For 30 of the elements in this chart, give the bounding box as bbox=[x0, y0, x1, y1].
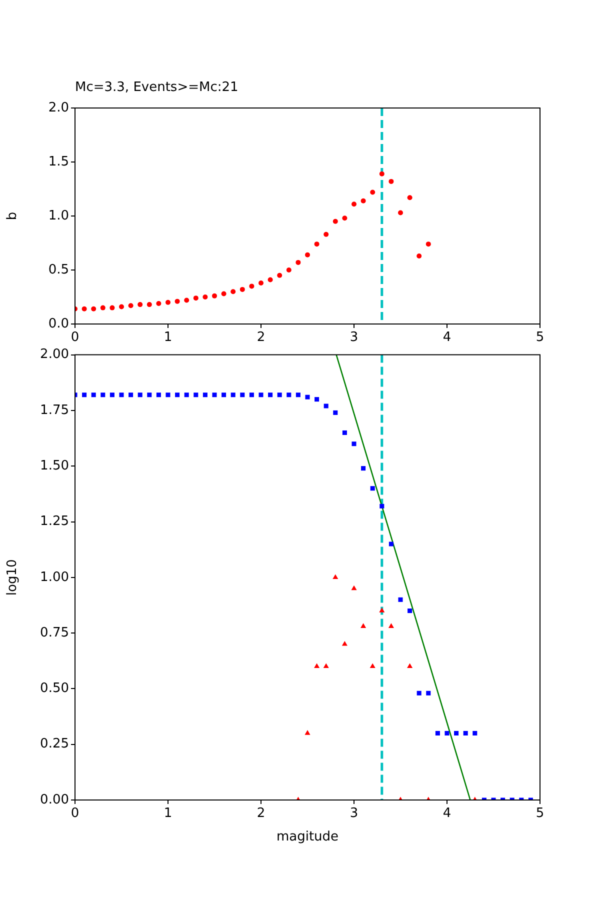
y-tick-label: 2.00 bbox=[40, 347, 69, 362]
y-tick-label: 1.50 bbox=[40, 458, 69, 474]
y-tick-label: 2.0 bbox=[48, 100, 69, 116]
y-axis-title: log10 bbox=[5, 559, 20, 596]
y-tick-label: 0.0 bbox=[48, 316, 69, 332]
x-tick-label: 5 bbox=[536, 806, 544, 822]
x-tick-label: 2 bbox=[256, 330, 266, 346]
y-tick-label: 1.25 bbox=[40, 514, 69, 530]
x-tick-label: 5 bbox=[536, 330, 544, 346]
y-tick-label: 0.75 bbox=[40, 625, 69, 640]
y-tick-label: 1.5 bbox=[48, 154, 69, 170]
y-tick-label: 0.50 bbox=[40, 681, 69, 696]
x-axis-title: magitude bbox=[276, 830, 339, 845]
x-tick-label: 2 bbox=[256, 806, 266, 822]
y-tick-label: 0.5 bbox=[48, 262, 69, 278]
x-tick-label: 3 bbox=[350, 806, 358, 822]
x-tick-label: 3 bbox=[350, 330, 358, 346]
x-tick-label: 1 bbox=[164, 806, 172, 822]
x-tick-label: 4 bbox=[442, 330, 452, 346]
y-tick-label: 1.0 bbox=[48, 208, 69, 224]
x-tick-label: 1 bbox=[164, 330, 172, 346]
y-tick-label: 0.25 bbox=[40, 736, 69, 752]
y-tick-label: 0.00 bbox=[40, 792, 69, 808]
y-tick-label: 1.00 bbox=[40, 570, 69, 585]
x-tick-label: 4 bbox=[442, 806, 452, 822]
x-tick-label: 0 bbox=[70, 330, 80, 346]
x-tick-label: 0 bbox=[70, 806, 80, 822]
y-tick-label: 1.75 bbox=[40, 402, 69, 418]
y-axis-title: b bbox=[5, 212, 20, 220]
chart-title: Mc=3.3, Events>=Mc:21 bbox=[75, 80, 238, 95]
